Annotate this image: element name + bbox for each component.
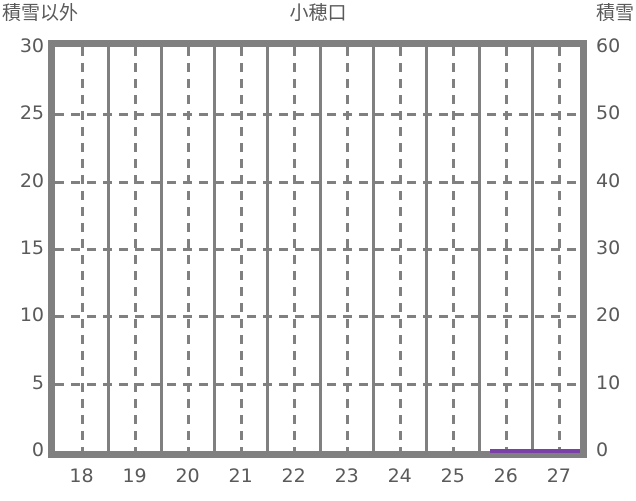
x-axis-tick-label: 25 [440, 465, 465, 487]
gridline-horizontal [55, 113, 580, 117]
x-axis-tick-label: 21 [228, 465, 253, 487]
y-axis-tick-label-left: 0 [31, 439, 44, 461]
series-line-segment [500, 449, 512, 453]
y-axis-tick-label-right: 10 [596, 371, 621, 394]
y-axis-tick-label-right: 40 [596, 169, 621, 192]
y-axis-tick-label-left: 20 [19, 169, 44, 192]
x-axis-tick-label: 24 [387, 465, 412, 487]
gridline-horizontal [55, 180, 580, 184]
y-axis-tick-label-right: 50 [596, 102, 621, 125]
series-line-segment [511, 449, 522, 453]
y-axis-tick-label-right: 0 [596, 439, 609, 461]
series-line-segment [542, 449, 554, 453]
gridline-horizontal [55, 315, 580, 319]
y-axis-tick-label-left: 25 [19, 102, 44, 125]
y-axis-tick-label-left: 15 [19, 237, 44, 259]
plot-canvas [55, 47, 580, 453]
y-axis-tick-label-right: 20 [596, 304, 621, 327]
y-axis-tick-label-right: 60 [596, 35, 621, 57]
y-axis-tick-label-right: 30 [596, 237, 621, 259]
right-axis-title: 積雪 [595, 2, 634, 24]
gridline-horizontal [55, 248, 580, 251]
series-line-segment [532, 449, 543, 453]
x-axis-tick-label: 22 [281, 465, 306, 487]
y-axis-tick-label-left: 30 [19, 35, 44, 57]
gridline-horizontal [55, 382, 580, 386]
x-axis-tick-label: 18 [69, 465, 94, 487]
series-line-segment [553, 449, 565, 453]
series-line-segment [521, 449, 533, 453]
x-axis-tick-label: 26 [493, 465, 518, 487]
y-axis-tick-label-left: 5 [31, 371, 44, 394]
x-axis-tick-label: 19 [122, 465, 147, 487]
plot-area [48, 40, 587, 458]
x-axis-tick-label: 20 [175, 465, 200, 487]
x-axis-tick-label: 27 [546, 465, 571, 487]
left-axis-title: 積雪以外 [2, 2, 79, 24]
x-axis-tick-label: 23 [334, 465, 359, 487]
series-line-segment [564, 449, 580, 453]
y-axis-tick-label-left: 10 [19, 304, 44, 327]
page-title: 小穂口 [289, 2, 347, 24]
series-line-segment [489, 449, 501, 453]
